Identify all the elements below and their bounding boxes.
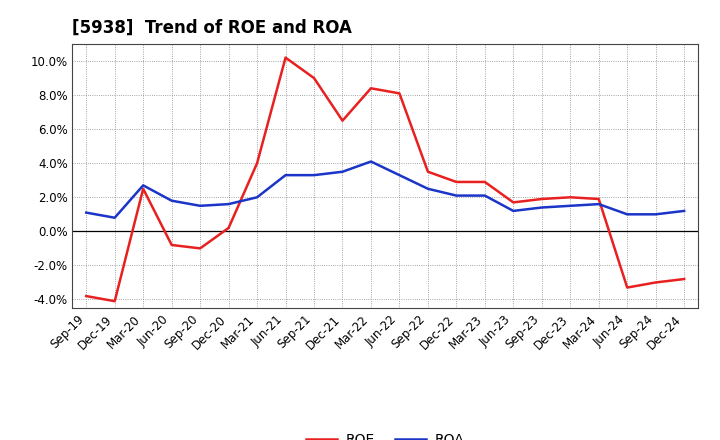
ROE bbox=[423, 169, 432, 174]
ROE bbox=[167, 242, 176, 248]
ROE bbox=[652, 280, 660, 285]
ROA bbox=[82, 210, 91, 215]
ROE bbox=[110, 299, 119, 304]
ROA bbox=[537, 205, 546, 210]
ROA bbox=[595, 202, 603, 207]
ROE bbox=[537, 196, 546, 202]
ROA bbox=[395, 172, 404, 178]
ROE bbox=[196, 246, 204, 251]
ROA bbox=[225, 202, 233, 207]
ROE bbox=[82, 293, 91, 299]
ROE bbox=[680, 276, 688, 282]
ROA bbox=[366, 159, 375, 164]
Line: ROA: ROA bbox=[86, 161, 684, 218]
ROE bbox=[452, 180, 461, 185]
ROE bbox=[282, 55, 290, 60]
ROA bbox=[310, 172, 318, 178]
ROE bbox=[480, 180, 489, 185]
ROE bbox=[623, 285, 631, 290]
ROE bbox=[509, 200, 518, 205]
ROA bbox=[623, 212, 631, 217]
Legend: ROE, ROA: ROE, ROA bbox=[300, 426, 471, 440]
ROE bbox=[566, 194, 575, 200]
ROA bbox=[338, 169, 347, 174]
ROA bbox=[139, 183, 148, 188]
ROA bbox=[566, 203, 575, 209]
ROA bbox=[110, 215, 119, 220]
ROA bbox=[167, 198, 176, 203]
Text: [5938]  Trend of ROE and ROA: [5938] Trend of ROE and ROA bbox=[72, 19, 352, 37]
ROE bbox=[253, 161, 261, 166]
ROA bbox=[196, 203, 204, 209]
ROE bbox=[338, 118, 347, 123]
ROE bbox=[395, 91, 404, 96]
ROA bbox=[509, 208, 518, 213]
ROA bbox=[282, 172, 290, 178]
ROE bbox=[225, 225, 233, 231]
Line: ROE: ROE bbox=[86, 58, 684, 301]
ROA bbox=[423, 186, 432, 191]
ROA bbox=[480, 193, 489, 198]
ROE bbox=[310, 75, 318, 81]
ROE bbox=[139, 186, 148, 191]
ROA bbox=[680, 208, 688, 213]
ROA bbox=[253, 194, 261, 200]
ROE bbox=[366, 86, 375, 91]
ROE bbox=[595, 196, 603, 202]
ROA bbox=[452, 193, 461, 198]
ROA bbox=[652, 212, 660, 217]
